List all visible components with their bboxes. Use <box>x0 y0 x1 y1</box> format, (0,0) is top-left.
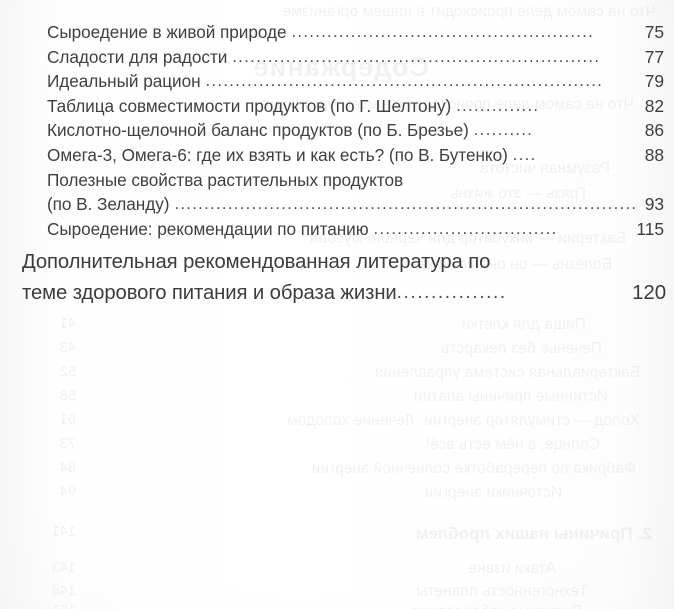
toc-entry-label: Таблица совместимости продуктов (по Г. Ш… <box>47 95 452 116</box>
heading-leader-dots: ................ <box>396 282 507 303</box>
toc-entry-label: Полезные свойства растительных продуктов <box>47 169 404 190</box>
toc-entry[interactable]: Полезные свойства растительных продуктов <box>47 170 664 195</box>
toc-entry-label: Сыроедение: рекомендации по питанию <box>47 218 369 239</box>
heading-line-2: теме здорового питания и образа жизни ..… <box>22 281 666 311</box>
toc-entry-label: Омега-3, Омега-6: где их взять и как ест… <box>47 144 508 165</box>
recommended-literature-heading[interactable]: Дополнительная рекомендованная литератур… <box>22 251 666 311</box>
toc-entry[interactable]: Сыроедение в живой природе .............… <box>47 22 664 47</box>
toc-entry-label: Кислотно-щелочной баланс продуктов (по Б… <box>47 120 469 141</box>
toc-entry-label: Сладости для радости <box>47 46 228 67</box>
toc-leader-dots: .............. <box>456 96 540 115</box>
heading-text: Дополнительная рекомендованная литератур… <box>22 251 491 273</box>
toc-page-number: 77 <box>644 46 664 67</box>
toc-leader-dots: .......... <box>473 121 534 140</box>
heading-line-1: Дополнительная рекомендованная литератур… <box>22 251 666 281</box>
toc-entry[interactable]: (по В. Зеланду) ........................… <box>47 194 664 219</box>
toc-entry[interactable]: Идеальный рацион .......................… <box>47 71 664 96</box>
toc-leader-dots: ........................................… <box>205 72 604 91</box>
toc-page-number: 88 <box>644 144 664 165</box>
toc-page-number: 93 <box>644 194 664 215</box>
toc-entry[interactable]: Сыроедение: рекомендации по питанию ....… <box>47 219 664 244</box>
toc-entry-label: Идеальный рацион <box>47 71 201 92</box>
toc-leader-dots: ............................... <box>373 219 558 238</box>
toc-page-number: 79 <box>644 71 664 92</box>
toc-page-number: 115 <box>636 218 664 239</box>
table-of-contents: Сыроедение в живой природе .............… <box>47 22 664 243</box>
toc-leader-dots: ........................................… <box>174 195 638 214</box>
heading-text: теме здорового питания и образа жизни <box>22 282 397 304</box>
toc-entry-label: Сыроедение в живой природе <box>47 22 287 42</box>
toc-entry[interactable]: Омега-3, Омега-6: где их взять и как ест… <box>47 145 664 170</box>
toc-page-number: 75 <box>644 22 664 42</box>
toc-leader-dots: ........................................… <box>232 47 601 66</box>
toc-entry[interactable]: Кислотно-щелочной баланс продуктов (по Б… <box>47 120 664 145</box>
toc-leader-dots: ........................................… <box>291 23 595 41</box>
toc-page-number: 86 <box>644 120 664 141</box>
toc-entry[interactable]: Таблица совместимости продуктов (по Г. Ш… <box>47 96 664 121</box>
toc-entry[interactable]: Сладости для радости ...................… <box>47 47 664 72</box>
toc-entry-label: (по В. Зеланду) <box>47 194 170 215</box>
toc-page-number: 82 <box>644 95 664 116</box>
toc-leader-dots: .... <box>512 145 537 164</box>
heading-page-number: 120 <box>632 281 666 304</box>
